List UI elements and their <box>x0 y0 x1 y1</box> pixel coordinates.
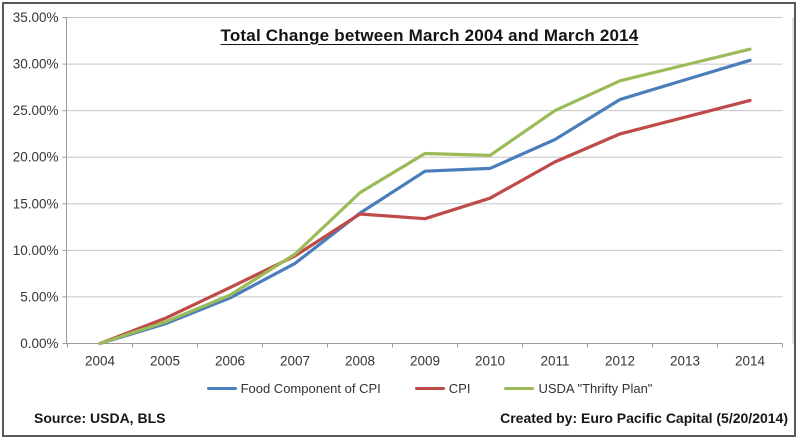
y-axis-label: 20.00% <box>13 150 59 165</box>
chart-title: Total Change between March 2004 and Marc… <box>220 26 639 45</box>
legend-swatch-cpi <box>414 386 445 390</box>
legend-swatch-food-component-of-cpi <box>206 386 237 390</box>
x-axis-label: 2010 <box>475 354 505 369</box>
y-axis-label: 0.00% <box>20 336 58 351</box>
legend-item-food-component-of-cpi: Food Component of CPI <box>206 380 381 396</box>
x-axis-label: 2011 <box>540 354 569 369</box>
y-axis-label: 10.00% <box>13 243 59 258</box>
y-axis-label: 15.00% <box>13 196 59 211</box>
legend-label-cpi: CPI <box>448 380 471 396</box>
legend-item-cpi: CPI <box>414 380 471 396</box>
legend-swatch-usda-thrifty-plan <box>504 386 535 390</box>
chart-outer-border <box>2 2 796 437</box>
x-axis-label: 2012 <box>605 354 635 369</box>
x-axis-label: 2006 <box>215 354 245 369</box>
x-axis-label: 2014 <box>735 354 766 369</box>
series-line-cpi <box>98 98 752 346</box>
legend-label-usda-thrifty-plan: USDA "Thrifty Plan" <box>538 380 653 396</box>
x-axis-label: 2007 <box>280 354 310 369</box>
chart-legend: Food Component of CPI CPI USDA "Thrifty Pl… <box>66 378 793 398</box>
x-axis-label: 2004 <box>85 354 116 369</box>
y-axis-label: 30.00% <box>13 57 59 72</box>
legend-label-food-component-of-cpi: Food Component of CPI <box>240 380 381 396</box>
y-axis-label: 25.00% <box>13 103 59 118</box>
legend-item-usda-thrifty-plan: USDA "Thrifty Plan" <box>504 381 652 396</box>
x-axis-label: 2008 <box>345 354 375 369</box>
x-axis-label: 2009 <box>410 354 440 369</box>
y-axis-label: 5.00% <box>20 289 58 304</box>
series-line-food-component-of-cpi <box>98 58 752 346</box>
y-axis-label: 35.00% <box>13 10 59 25</box>
source-note: Source: USDA, BLS <box>34 410 166 426</box>
credit-note: Created by: Euro Pacific Capital (5/20/2… <box>500 410 788 426</box>
series-line-usda-thrifty-plan <box>98 47 752 346</box>
x-axis-label: 2013 <box>670 354 700 369</box>
x-axis-label: 2005 <box>150 354 180 369</box>
